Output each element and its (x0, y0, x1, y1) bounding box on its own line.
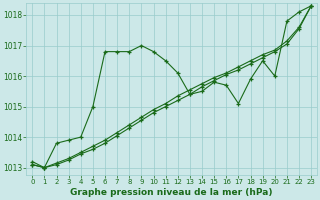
X-axis label: Graphe pression niveau de la mer (hPa): Graphe pression niveau de la mer (hPa) (70, 188, 273, 197)
